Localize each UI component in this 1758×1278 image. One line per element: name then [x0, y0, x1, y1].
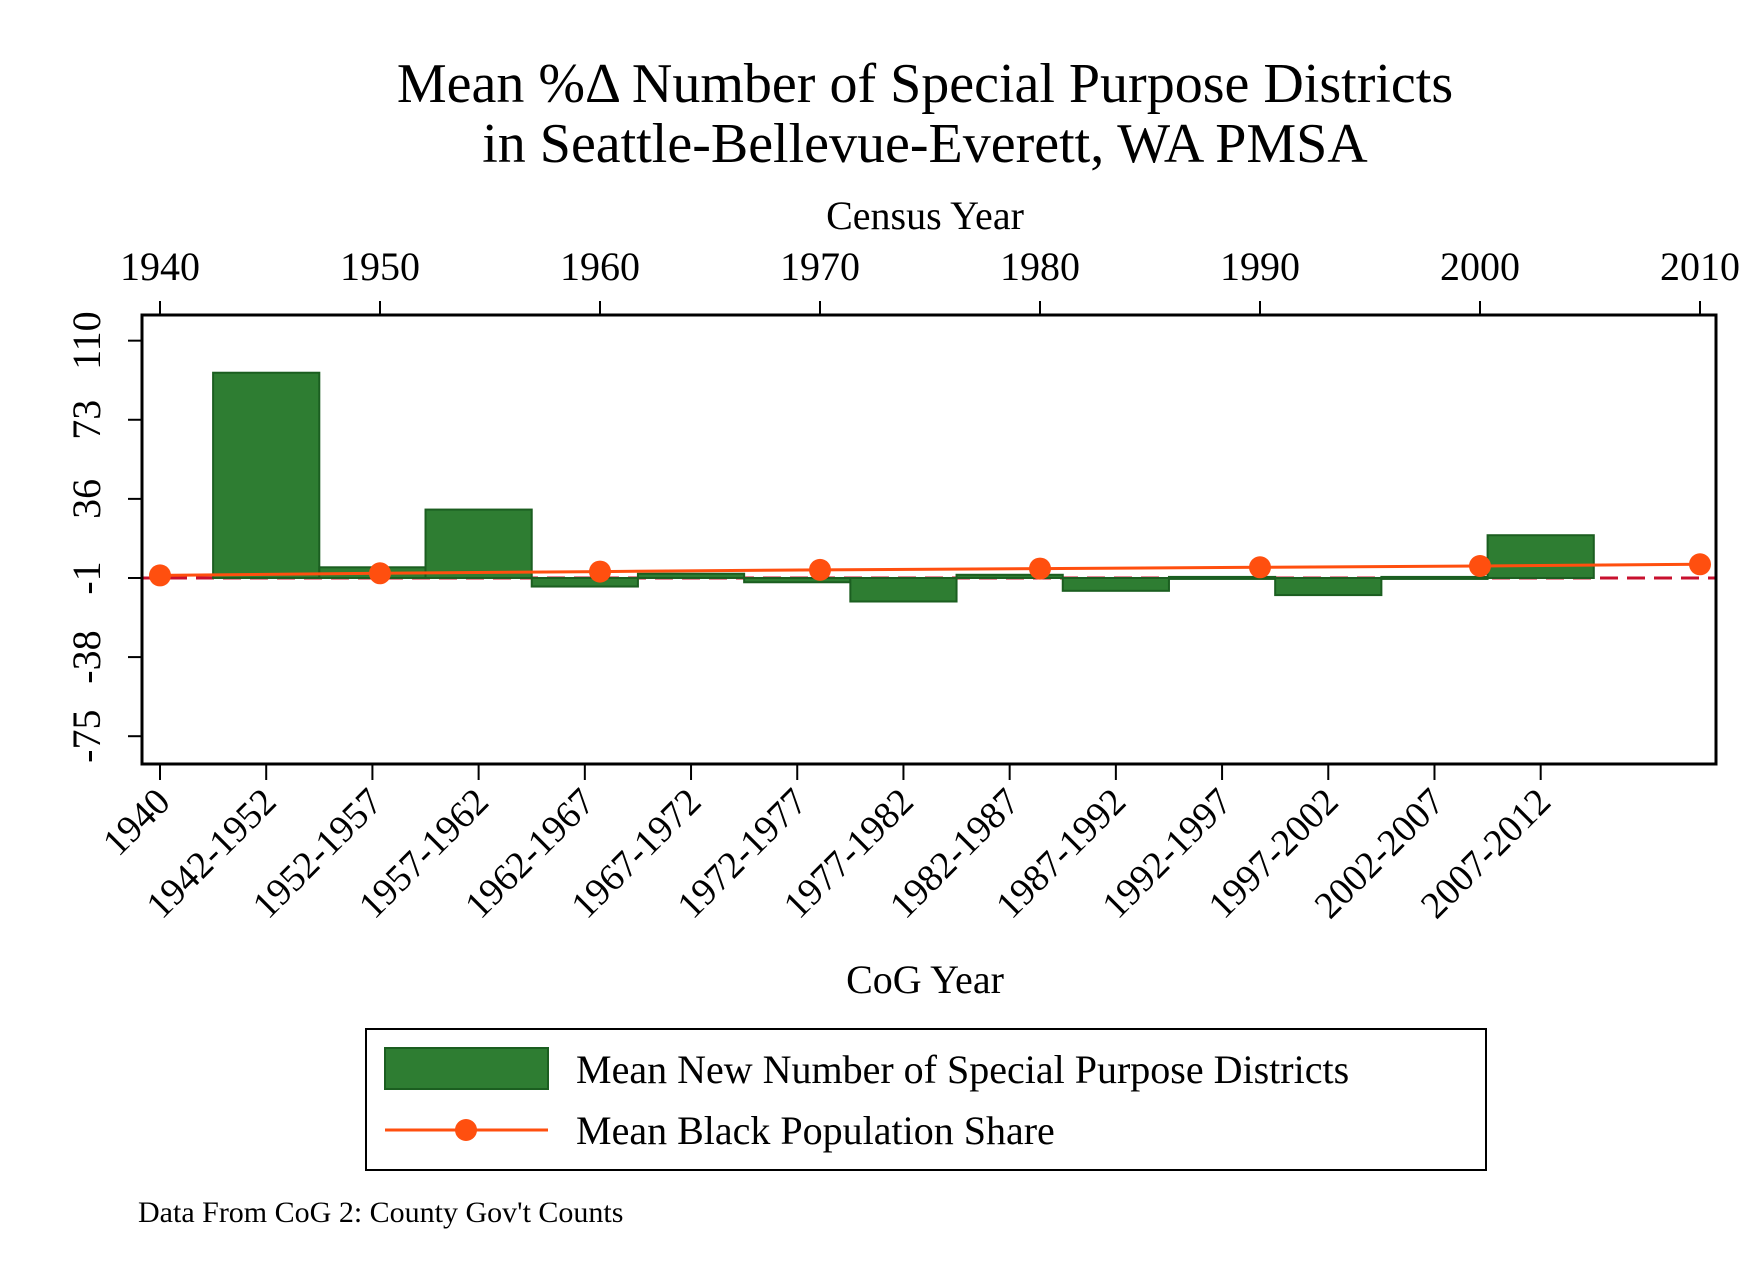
legend-bar-label: Mean New Number of Special Purpose Distr…	[576, 1047, 1349, 1092]
y-tick-label: 73	[64, 400, 109, 440]
bar-1982-1987	[955, 573, 1064, 579]
legend-frame	[365, 1028, 1487, 1171]
bar-1957-1962	[424, 508, 533, 579]
top-axis-label: Census Year	[826, 193, 1024, 238]
top-tick-label: 2010	[1660, 244, 1740, 289]
bar-1962-1967	[530, 576, 639, 588]
bar-1997-2002	[1274, 576, 1383, 597]
top-tick-label: 1940	[120, 244, 200, 289]
point-1970	[809, 558, 831, 581]
top-tick-label: 1990	[1220, 244, 1300, 289]
plot-frame	[140, 313, 1718, 766]
point-1990	[1249, 556, 1271, 579]
y-tick-label: 110	[64, 311, 109, 370]
y-tick-label: -38	[64, 630, 109, 683]
point-1960	[589, 560, 611, 583]
bar-1977-1982	[849, 576, 958, 603]
bar-2007-2012	[1486, 534, 1595, 579]
chart-title-line-1: Mean %Δ Number of Special Purpose Distri…	[397, 53, 1453, 115]
y-tick-label: -1	[64, 561, 109, 594]
bottom-axis-ticks: 19401942-19521952-19571957-19621962-1967…	[95, 764, 1559, 927]
bottom-axis-label: CoG Year	[846, 957, 1004, 1002]
y-axis-ticks: -75 -38 -1 36 73 110	[64, 311, 142, 763]
source-note: Data From CoG 2: County Gov't Counts	[138, 1196, 623, 1229]
top-tick-label: 1950	[340, 244, 420, 289]
y-tick-label: 36	[64, 479, 109, 519]
bar-2002-2007	[1380, 575, 1489, 580]
legend-line-label: Mean Black Population Share	[576, 1108, 1055, 1153]
bottom-tick-label: 1940	[95, 781, 178, 864]
top-tick-label: 2000	[1440, 244, 1520, 289]
bar-1987-1992	[1061, 576, 1170, 592]
black-share-line	[159, 562, 1701, 577]
point-2000	[1469, 555, 1491, 578]
legend: Mean New Number of Special Purpose Distr…	[365, 1028, 1487, 1171]
point-2010	[1689, 553, 1711, 576]
top-axis-ticks: 1940 1950 1960 1970 1980 1990 2000 2010	[120, 244, 1740, 315]
bars	[212, 371, 1595, 603]
bar-1972-1977	[743, 576, 852, 584]
point-1980	[1029, 557, 1051, 580]
bar-1967-1972	[636, 572, 746, 579]
chart-title-line-2: in Seattle-Bellevue-Everett, WA PMSA	[482, 113, 1368, 175]
top-tick-label: 1970	[780, 244, 860, 289]
top-tick-label: 1980	[1000, 244, 1080, 289]
black-share-points	[149, 553, 1711, 587]
top-tick-label: 1960	[560, 244, 640, 289]
point-1950	[369, 562, 391, 585]
y-tick-label: -75	[64, 710, 109, 763]
legend-line-marker	[455, 1119, 477, 1141]
bar-1942-1952	[212, 371, 321, 579]
point-1940	[149, 564, 171, 587]
legend-bar-swatch	[384, 1047, 549, 1090]
